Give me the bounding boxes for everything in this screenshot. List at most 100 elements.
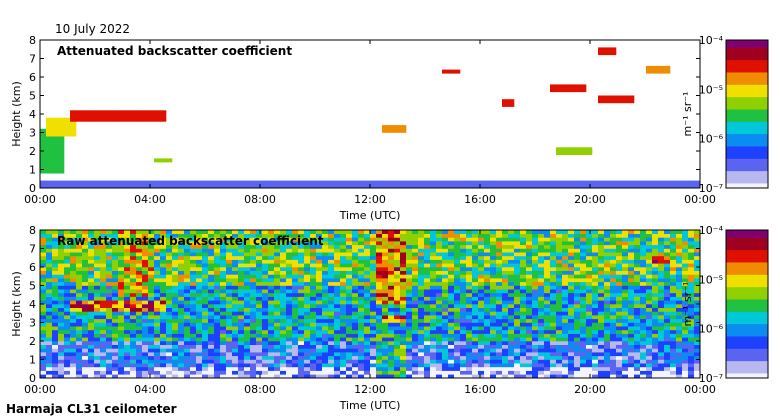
heatmap-cell [646,180,653,185]
heatmap-cell [40,184,47,189]
heatmap-cell [358,267,365,271]
heatmap-cell [652,337,659,342]
heatmap-cell [394,333,401,338]
heatmap-cell [256,244,263,249]
heatmap-cell [154,114,161,118]
heatmap-cell [658,255,665,260]
heatmap-cell [640,263,647,268]
heatmap-cell [478,366,485,371]
heatmap-cell [130,237,137,242]
heatmap-cell [496,344,503,349]
heatmap-cell [208,348,215,353]
heatmap-cell [40,230,47,234]
heatmap-cell [58,139,65,144]
heatmap-cell [604,374,611,379]
heatmap-cell [130,348,137,353]
heatmap-cell [340,307,347,312]
heatmap-cell [598,51,605,56]
heatmap-cell [178,359,185,364]
heatmap-cell [466,366,473,371]
heatmap-cell [616,278,623,283]
heatmap-cell [310,296,317,301]
heatmap-cell [490,333,497,338]
heatmap-cell [292,363,299,368]
heatmap-cell [322,255,329,260]
heatmap-cell [244,359,251,364]
heatmap-cell [52,341,59,345]
heatmap-cell [538,180,545,185]
heatmap-cell [544,292,551,297]
heatmap-cell [496,285,503,290]
heatmap-cell [424,285,431,290]
heatmap-cell [652,304,659,308]
heatmap-cell [148,270,155,275]
heatmap-cell [586,337,593,342]
heatmap-cell [652,289,659,294]
heatmap-cell [280,255,287,260]
heatmap-cell [658,359,665,364]
heatmap-cell [82,180,89,185]
heatmap-cell [652,370,659,375]
colorbar-step [726,350,768,354]
heatmap-cell [664,344,671,349]
heatmap-cell [136,304,143,308]
heatmap-cell [190,263,197,268]
heatmap-cell [154,270,161,275]
heatmap-cell [154,337,161,342]
heatmap-cell [406,237,413,242]
heatmap-cell [160,292,167,297]
heatmap-cell [322,267,329,271]
heatmap-cell [58,359,65,364]
heatmap-cell [568,341,575,345]
heatmap-cell [670,355,677,360]
heatmap-cell [472,329,479,334]
heatmap-cell [688,180,695,185]
heatmap-cell [478,359,485,364]
heatmap-cell [424,281,431,286]
heatmap-cell [406,348,413,353]
heatmap-cell [274,318,281,323]
heatmap-cell [406,285,413,290]
heatmap-cell [598,270,605,275]
heatmap-cell [280,270,287,275]
colorbar-step [726,363,768,367]
heatmap-cell [172,322,179,327]
heatmap-cell [250,370,257,375]
heatmap-cell [568,88,575,93]
heatmap-cell [130,241,137,246]
heatmap-cell [178,184,185,189]
heatmap-cell [460,337,467,342]
heatmap-cell [376,281,383,286]
heatmap-cell [118,244,125,249]
heatmap-cell [148,230,155,234]
heatmap-cell [274,237,281,242]
heatmap-cell [484,355,491,360]
heatmap-cell [424,344,431,349]
heatmap-cell [310,359,317,364]
heatmap-cell [454,307,461,312]
heatmap-cell [112,270,119,275]
heatmap-cell [334,329,341,334]
heatmap-cell [556,292,563,297]
heatmap-cell [58,285,65,290]
heatmap-cell [694,248,701,253]
heatmap-cell [514,263,521,268]
heatmap-cell [298,252,305,257]
heatmap-cell [640,315,647,320]
heatmap-cell [64,289,71,294]
heatmap-cell [196,237,203,242]
heatmap-cell [634,237,641,242]
heatmap-cell [610,329,617,334]
heatmap-cell [46,366,53,371]
heatmap-cell [250,270,257,275]
heatmap-cell [94,233,101,238]
heatmap-cell [100,374,107,379]
heatmap-cell [652,278,659,283]
heatmap-cell [316,244,323,249]
heatmap-cell [484,252,491,257]
heatmap-cell [166,307,173,312]
heatmap-cell [454,270,461,275]
heatmap-cell [586,281,593,286]
heatmap-cell [460,296,467,301]
colorbar-step [726,40,768,43]
